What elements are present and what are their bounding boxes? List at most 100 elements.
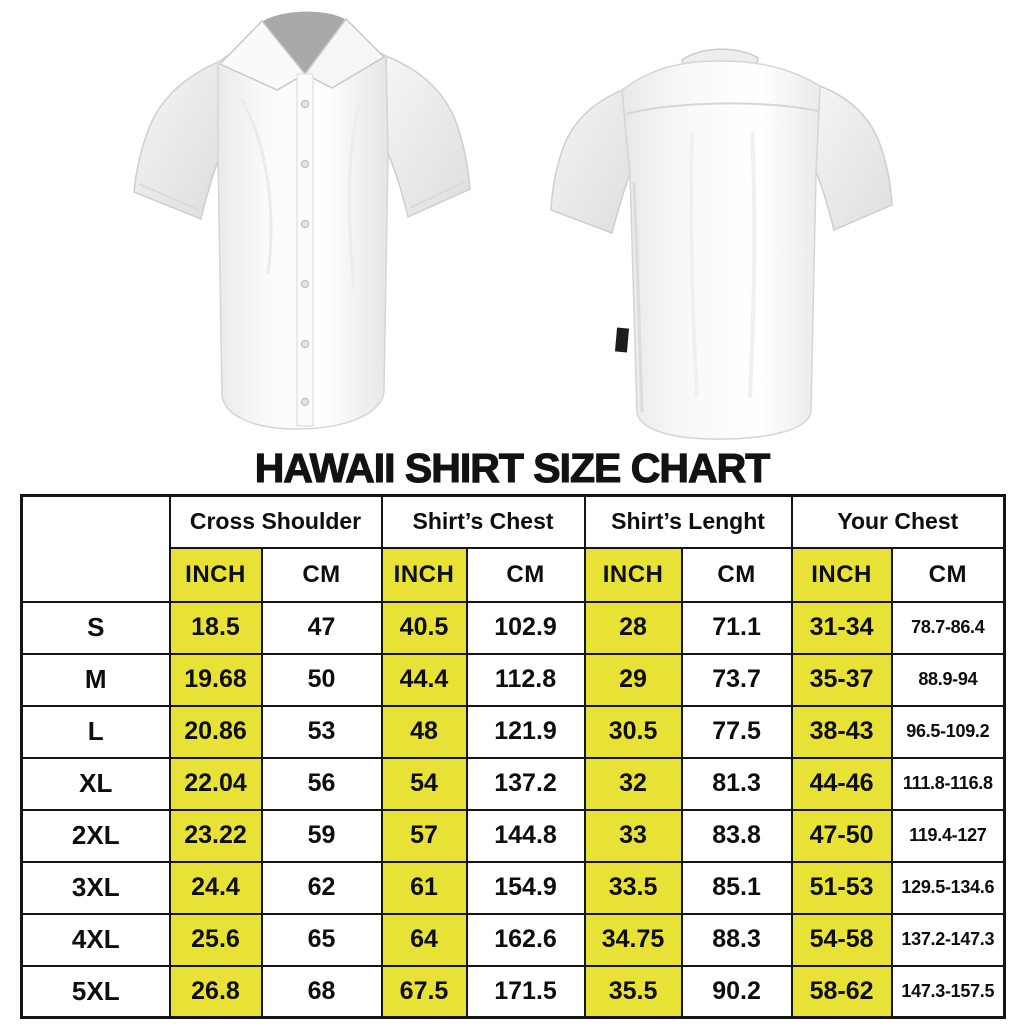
unit-header-inch: INCH — [380, 546, 468, 603]
value-cell: 33 — [583, 808, 683, 863]
value-cell: 47 — [260, 600, 383, 655]
value-cell: 83.8 — [680, 808, 793, 863]
table-row: 2XL 23.22 59 57 144.8 33 83.8 47-50 119.… — [20, 808, 1006, 863]
value-cell: 54-58 — [790, 912, 893, 967]
value-cell: 64 — [380, 912, 468, 967]
value-cell: 31-34 — [790, 600, 893, 655]
table-row: 4XL 25.6 65 64 162.6 34.75 88.3 54-58 13… — [20, 912, 1006, 967]
value-cell: 47-50 — [790, 808, 893, 863]
value-cell: 119.4-127 — [890, 808, 1006, 863]
value-cell: 111.8-116.8 — [890, 756, 1006, 811]
value-cell: 50 — [260, 652, 383, 707]
value-cell: 61 — [380, 860, 468, 915]
button — [300, 279, 310, 289]
value-cell: 44-46 — [790, 756, 893, 811]
unit-header-inch: INCH — [790, 546, 893, 603]
value-cell: 30.5 — [583, 704, 683, 759]
back-fold — [748, 131, 757, 398]
value-cell: 23.22 — [168, 808, 263, 863]
value-cell: 62 — [260, 860, 383, 915]
cuff-seam-right — [409, 180, 467, 209]
unit-header-cm: CM — [465, 546, 586, 603]
col-header-shirts-lenght: Shirt’s Lenght — [583, 494, 793, 549]
front-left-sleeve — [133, 60, 221, 221]
value-cell: 38-43 — [790, 704, 893, 759]
unit-header-inch: INCH — [583, 546, 683, 603]
value-cell: 88.3 — [680, 912, 793, 967]
front-right-sleeve — [385, 54, 471, 219]
unit-header-cm: CM — [890, 546, 1006, 603]
value-cell: 48 — [380, 704, 468, 759]
size-cell: XL — [20, 756, 171, 811]
value-cell: 77.5 — [680, 704, 793, 759]
value-cell: 137.2-147.3 — [890, 912, 1006, 967]
size-cell: 2XL — [20, 808, 171, 863]
value-cell: 121.9 — [465, 704, 586, 759]
value-cell: 26.8 — [168, 964, 263, 1019]
value-cell: 35-37 — [790, 652, 893, 707]
value-cell: 68 — [260, 964, 383, 1019]
value-cell: 162.6 — [465, 912, 586, 967]
value-cell: 147.3-157.5 — [890, 964, 1006, 1019]
value-cell: 112.8 — [465, 652, 586, 707]
shirt-front-image — [133, 11, 471, 430]
front-wrinkle — [239, 98, 273, 275]
value-cell: 90.2 — [680, 964, 793, 1019]
side-shadow — [632, 181, 644, 413]
size-cell: 4XL — [20, 912, 171, 967]
value-cell: 144.8 — [465, 808, 586, 863]
table-row: S 18.5 47 40.5 102.9 28 71.1 31-34 78.7-… — [20, 600, 1006, 655]
value-cell: 51-53 — [790, 860, 893, 915]
value-cell: 53 — [260, 704, 383, 759]
table-row: M 19.68 50 44.4 112.8 29 73.7 35-37 88.9… — [20, 652, 1006, 707]
value-cell: 96.5-109.2 — [890, 704, 1006, 759]
back-body — [621, 60, 821, 440]
back-left-sleeve — [550, 88, 631, 234]
value-cell: 22.04 — [168, 756, 263, 811]
value-cell: 18.5 — [168, 600, 263, 655]
value-cell: 44.4 — [380, 652, 468, 707]
col-header-shirts-chest: Shirt’s Chest — [380, 494, 586, 549]
shirt-back-image — [550, 48, 893, 440]
button — [300, 219, 310, 229]
size-cell: 5XL — [20, 964, 171, 1019]
col-header-cross-shoulder: Cross Shoulder — [168, 494, 383, 549]
value-cell: 137.2 — [465, 756, 586, 811]
value-cell: 78.7-86.4 — [890, 600, 1006, 655]
collar-left — [218, 19, 307, 91]
back-fold — [689, 131, 699, 398]
value-cell: 88.9-94 — [890, 652, 1006, 707]
value-cell: 28 — [583, 600, 683, 655]
value-cell: 19.68 — [168, 652, 263, 707]
value-cell: 56 — [260, 756, 383, 811]
value-cell: 81.3 — [680, 756, 793, 811]
value-cell: 40.5 — [380, 600, 468, 655]
value-cell: 32 — [583, 756, 683, 811]
value-cell: 34.75 — [583, 912, 683, 967]
yoke-seam — [625, 102, 819, 115]
table-row: XL 22.04 56 54 137.2 32 81.3 44-46 111.8… — [20, 756, 1006, 811]
value-cell: 129.5-134.6 — [890, 860, 1006, 915]
brand-tag — [614, 327, 630, 353]
value-cell: 35.5 — [583, 964, 683, 1019]
value-cell: 57 — [380, 808, 468, 863]
value-cell: 67.5 — [380, 964, 468, 1019]
button-placket — [296, 73, 314, 427]
value-cell: 54 — [380, 756, 468, 811]
size-cell: L — [20, 704, 171, 759]
value-cell: 85.1 — [680, 860, 793, 915]
value-cell: 58-62 — [790, 964, 893, 1019]
value-cell: 24.4 — [168, 860, 263, 915]
value-cell: 71.1 — [680, 600, 793, 655]
collar-right — [303, 17, 386, 89]
back-right-sleeve — [815, 84, 893, 232]
value-cell: 65 — [260, 912, 383, 967]
value-cell: 73.7 — [680, 652, 793, 707]
group-header-row: Cross Shoulder Shirt’s Chest Shirt’s Len… — [20, 494, 1006, 603]
value-cell: 29 — [583, 652, 683, 707]
unit-header-cm: CM — [680, 546, 793, 603]
col-header-your-chest: Your Chest — [790, 494, 1006, 549]
value-cell: 59 — [260, 808, 383, 863]
table-row: 5XL 26.8 68 67.5 171.5 35.5 90.2 58-62 1… — [20, 964, 1006, 1019]
